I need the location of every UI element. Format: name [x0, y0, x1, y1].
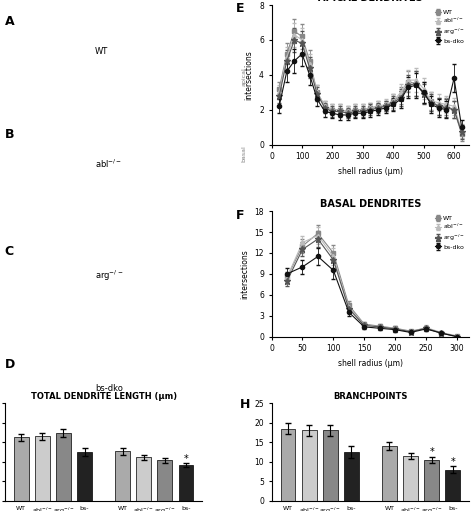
Bar	[179, 465, 193, 501]
Bar	[157, 460, 172, 501]
Bar	[382, 446, 397, 501]
Text: basal: basal	[242, 145, 247, 161]
Text: B: B	[5, 128, 14, 141]
Text: H: H	[240, 398, 250, 411]
Bar	[137, 457, 151, 501]
Bar	[281, 429, 295, 501]
Bar	[14, 437, 28, 501]
Title: BASAL DENDRITES: BASAL DENDRITES	[320, 199, 421, 209]
Y-axis label: intersections: intersections	[245, 50, 254, 100]
Text: E: E	[236, 3, 245, 15]
Legend: WT, abl$^{-/-}$, arg$^{-/-}$, bs-dko: WT, abl$^{-/-}$, arg$^{-/-}$, bs-dko	[434, 214, 466, 251]
Text: *: *	[450, 457, 455, 467]
Title: APICAL DENDRITES: APICAL DENDRITES	[318, 0, 423, 3]
Text: WT: WT	[95, 47, 108, 56]
Bar	[344, 452, 359, 501]
Bar	[446, 470, 460, 501]
Bar	[56, 433, 71, 501]
Bar	[35, 436, 50, 501]
Text: arg$^{-/-}$: arg$^{-/-}$	[95, 269, 123, 283]
X-axis label: shell radius (μm): shell radius (μm)	[338, 359, 403, 368]
Bar	[115, 451, 130, 501]
X-axis label: shell radius (μm): shell radius (μm)	[338, 167, 403, 176]
Legend: WT, abl$^{-/-}$, arg$^{-/-}$, bs-dko: WT, abl$^{-/-}$, arg$^{-/-}$, bs-dko	[434, 8, 466, 45]
Y-axis label: intersections: intersections	[240, 249, 249, 299]
Text: D: D	[5, 358, 15, 370]
Title: TOTAL DENDRITE LENGTH (μm): TOTAL DENDRITE LENGTH (μm)	[30, 392, 177, 401]
Bar	[424, 460, 439, 501]
Bar	[302, 430, 317, 501]
Bar	[77, 452, 92, 501]
Bar	[323, 430, 337, 501]
Text: bs-dko: bs-dko	[95, 384, 123, 393]
Bar	[403, 456, 418, 501]
Text: F: F	[236, 208, 245, 222]
Text: apical: apical	[242, 67, 247, 86]
Text: *: *	[429, 448, 434, 457]
Text: C: C	[5, 245, 14, 258]
Title: BRANCHPOINTS: BRANCHPOINTS	[333, 392, 408, 401]
Text: abl$^{-/-}$: abl$^{-/-}$	[95, 157, 122, 170]
Text: *: *	[183, 454, 188, 464]
Text: A: A	[5, 15, 14, 28]
